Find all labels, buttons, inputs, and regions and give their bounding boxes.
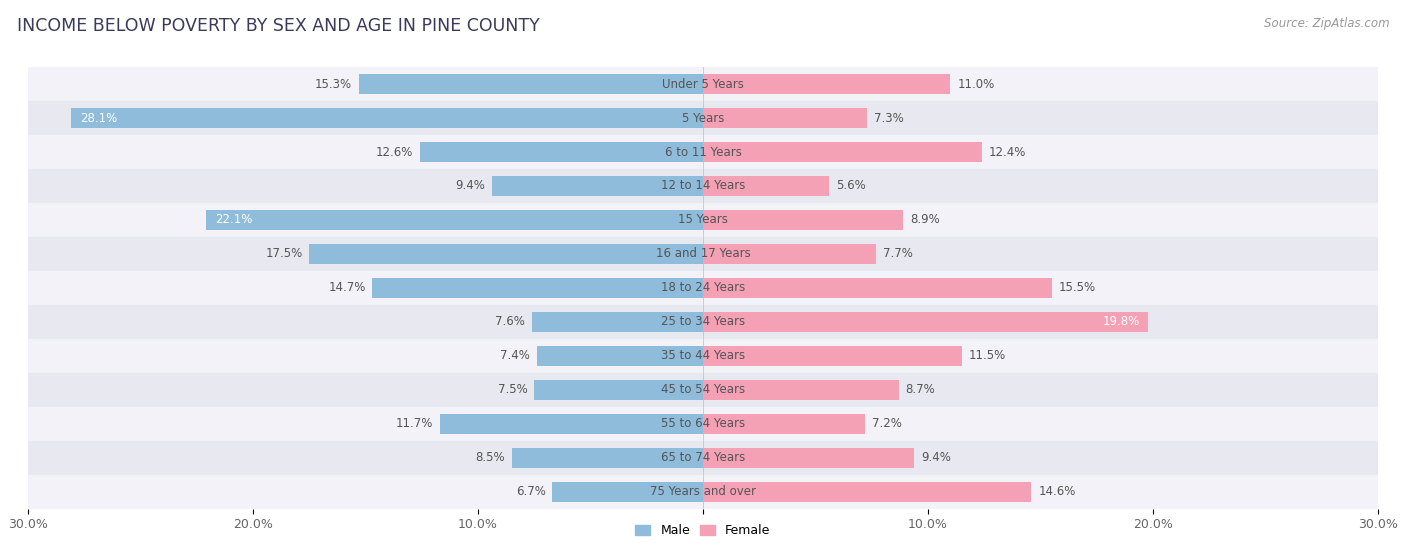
Text: 18 to 24 Years: 18 to 24 Years <box>661 281 745 295</box>
Bar <box>512 448 703 467</box>
Bar <box>28 135 1378 169</box>
Bar <box>703 142 981 162</box>
Text: 45 to 54 Years: 45 to 54 Years <box>661 383 745 396</box>
Text: 7.7%: 7.7% <box>883 248 912 260</box>
Text: Source: ZipAtlas.com: Source: ZipAtlas.com <box>1264 17 1389 30</box>
Text: 15.3%: 15.3% <box>315 78 352 91</box>
Text: 11.7%: 11.7% <box>395 417 433 430</box>
Text: 65 to 74 Years: 65 to 74 Years <box>661 451 745 464</box>
Bar <box>28 339 1378 373</box>
Text: 75 Years and over: 75 Years and over <box>650 485 756 498</box>
Text: 7.4%: 7.4% <box>501 349 530 362</box>
Text: 6 to 11 Years: 6 to 11 Years <box>665 145 741 159</box>
Text: 14.6%: 14.6% <box>1038 485 1076 498</box>
Bar <box>703 346 962 366</box>
Text: 16 and 17 Years: 16 and 17 Years <box>655 248 751 260</box>
Bar <box>28 271 1378 305</box>
Text: 15 Years: 15 Years <box>678 214 728 226</box>
Bar <box>28 407 1378 440</box>
Bar <box>70 108 703 128</box>
Text: INCOME BELOW POVERTY BY SEX AND AGE IN PINE COUNTY: INCOME BELOW POVERTY BY SEX AND AGE IN P… <box>17 17 540 35</box>
Bar <box>703 176 830 196</box>
Text: 11.5%: 11.5% <box>969 349 1005 362</box>
Text: 12.6%: 12.6% <box>375 145 413 159</box>
Bar <box>28 305 1378 339</box>
Bar <box>703 278 1052 298</box>
Text: 55 to 64 Years: 55 to 64 Years <box>661 417 745 430</box>
Bar <box>531 312 703 331</box>
Bar <box>703 244 876 264</box>
Text: 5.6%: 5.6% <box>835 179 866 192</box>
Text: 14.7%: 14.7% <box>328 281 366 295</box>
Bar <box>28 475 1378 509</box>
Bar <box>28 237 1378 271</box>
Text: 8.7%: 8.7% <box>905 383 935 396</box>
Bar <box>553 482 703 501</box>
Bar <box>28 440 1378 475</box>
Bar <box>28 169 1378 203</box>
Text: 12.4%: 12.4% <box>988 145 1026 159</box>
Bar <box>28 203 1378 237</box>
Bar <box>703 414 865 434</box>
Bar <box>359 74 703 94</box>
Text: Under 5 Years: Under 5 Years <box>662 78 744 91</box>
Text: 8.5%: 8.5% <box>475 451 505 464</box>
Text: 17.5%: 17.5% <box>266 248 302 260</box>
Text: 7.6%: 7.6% <box>495 315 526 328</box>
Legend: Male, Female: Male, Female <box>630 519 776 542</box>
Text: 19.8%: 19.8% <box>1102 315 1139 328</box>
Bar <box>703 482 1032 501</box>
Bar <box>419 142 703 162</box>
Bar <box>703 312 1149 331</box>
Bar <box>309 244 703 264</box>
Bar <box>28 67 1378 101</box>
Text: 12 to 14 Years: 12 to 14 Years <box>661 179 745 192</box>
Bar <box>703 380 898 400</box>
Text: 11.0%: 11.0% <box>957 78 994 91</box>
Text: 7.3%: 7.3% <box>875 112 904 125</box>
Bar <box>703 210 903 230</box>
Bar <box>537 346 703 366</box>
Text: 25 to 34 Years: 25 to 34 Years <box>661 315 745 328</box>
Text: 5 Years: 5 Years <box>682 112 724 125</box>
Bar <box>534 380 703 400</box>
Text: 6.7%: 6.7% <box>516 485 546 498</box>
Text: 8.9%: 8.9% <box>910 214 939 226</box>
Text: 7.2%: 7.2% <box>872 417 901 430</box>
Bar <box>28 101 1378 135</box>
Text: 22.1%: 22.1% <box>215 214 252 226</box>
Text: 28.1%: 28.1% <box>80 112 117 125</box>
Text: 9.4%: 9.4% <box>456 179 485 192</box>
Bar <box>373 278 703 298</box>
Bar <box>28 373 1378 407</box>
Bar <box>703 448 914 467</box>
Bar <box>492 176 703 196</box>
Text: 35 to 44 Years: 35 to 44 Years <box>661 349 745 362</box>
Text: 15.5%: 15.5% <box>1059 281 1095 295</box>
Bar <box>703 74 950 94</box>
Bar <box>205 210 703 230</box>
Bar <box>440 414 703 434</box>
Text: 7.5%: 7.5% <box>498 383 527 396</box>
Bar <box>703 108 868 128</box>
Text: 9.4%: 9.4% <box>921 451 950 464</box>
